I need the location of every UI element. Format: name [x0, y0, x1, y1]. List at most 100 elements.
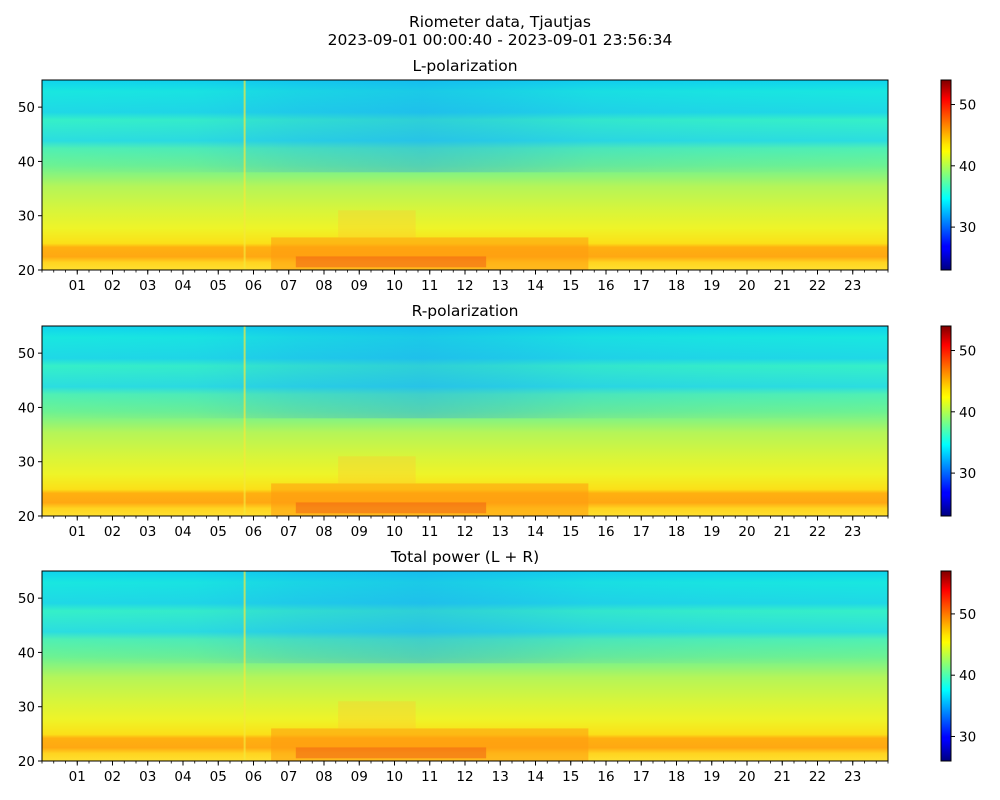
x-tick-label: 07 [280, 769, 297, 785]
x-tick-label: 03 [139, 278, 156, 294]
heatmap-daytime-absorption [42, 80, 888, 173]
heatmap-mid-band-disturbance [338, 210, 416, 238]
panel-title-l-polarization: L-polarization [412, 57, 518, 75]
x-tick-label: 01 [69, 524, 86, 540]
x-tick-label: 19 [703, 524, 720, 540]
x-tick-label: 21 [774, 524, 791, 540]
x-tick-label: 05 [210, 278, 227, 294]
y-tick-label: 20 [18, 263, 35, 279]
x-tick-label: 08 [315, 524, 332, 540]
x-tick-label: 10 [386, 278, 403, 294]
x-tick-label: 20 [738, 278, 755, 294]
heatmap-red-streak [295, 502, 487, 514]
panel-3: 20 30 40 50 01 02 03 04 05 06 07 08 09 10 11 12 13 14 15 16… [18, 570, 976, 785]
heatmap-interference-line [243, 326, 246, 516]
x-tick-label: 03 [139, 769, 156, 785]
colorbar-tick-label: 40 [959, 668, 976, 684]
x-tick-label: 21 [774, 769, 791, 785]
x-tick-label: 07 [280, 278, 297, 294]
x-tick-label: 21 [774, 278, 791, 294]
colorbar-tick-label: 50 [959, 98, 976, 114]
panel-title-total-power: Total power (L + R) [390, 548, 540, 566]
x-tick-label: 04 [174, 769, 191, 785]
x-tick-label: 09 [351, 524, 368, 540]
panel-title-r-polarization: R-polarization [411, 302, 519, 320]
y-tick-label: 30 [18, 209, 35, 225]
x-tick-label: 06 [245, 524, 262, 540]
x-tick-label: 22 [809, 278, 826, 294]
x-tick-label: 11 [421, 524, 438, 540]
x-tick-label: 10 [386, 769, 403, 785]
x-tick-label: 11 [421, 769, 438, 785]
x-tick-label: 05 [210, 524, 227, 540]
colorbar [940, 570, 952, 762]
x-tick-label: 16 [597, 524, 614, 540]
colorbar-tick-label: 40 [959, 405, 976, 421]
x-tick-label: 19 [703, 278, 720, 294]
x-tick-label: 10 [386, 524, 403, 540]
figure-title: Riometer data, Tjautjas [409, 13, 591, 31]
x-tick-label: 16 [597, 769, 614, 785]
y-tick-label: 20 [18, 509, 35, 525]
heatmap-mid-band-disturbance [338, 701, 416, 729]
y-tick-label: 50 [18, 100, 35, 116]
y-tick-label: 50 [18, 591, 35, 607]
y-tick-label: 40 [18, 154, 35, 170]
x-tick-label: 13 [492, 524, 509, 540]
x-tick-label: 17 [633, 524, 650, 540]
figure-subtitle: 2023-09-01 00:00:40 - 2023-09-01 23:56:3… [327, 31, 673, 49]
x-tick-label: 05 [210, 769, 227, 785]
x-tick-label: 02 [104, 278, 121, 294]
x-tick-label: 06 [245, 278, 262, 294]
colorbar [940, 79, 952, 271]
panel-1: 20 30 40 50 01 02 03 04 05 06 07 08 09 10 11 12 13 14 15 16… [18, 79, 976, 294]
heatmap-red-streak [295, 256, 487, 268]
x-tick-label: 12 [456, 769, 473, 785]
x-tick-label: 06 [245, 769, 262, 785]
heatmap-daytime-absorption [42, 326, 888, 419]
y-tick-label: 50 [18, 346, 35, 362]
colorbar-tick-label: 30 [959, 729, 976, 745]
heatmap-interference-line [243, 80, 246, 270]
x-tick-label: 19 [703, 769, 720, 785]
y-tick-label: 40 [18, 645, 35, 661]
x-tick-label: 18 [668, 524, 685, 540]
x-tick-label: 01 [69, 278, 86, 294]
x-tick-label: 15 [562, 769, 579, 785]
x-tick-label: 07 [280, 524, 297, 540]
x-tick-label: 04 [174, 524, 191, 540]
x-tick-label: 16 [597, 278, 614, 294]
colorbar-tick-label: 50 [959, 607, 976, 623]
x-tick-label: 23 [844, 524, 861, 540]
x-tick-label: 12 [456, 278, 473, 294]
x-tick-label: 03 [139, 524, 156, 540]
x-tick-label: 23 [844, 278, 861, 294]
x-tick-label: 17 [633, 769, 650, 785]
x-tick-label: 17 [633, 278, 650, 294]
x-tick-label: 08 [315, 278, 332, 294]
x-tick-label: 22 [809, 524, 826, 540]
x-tick-label: 12 [456, 524, 473, 540]
x-tick-label: 09 [351, 769, 368, 785]
x-tick-label: 18 [668, 769, 685, 785]
colorbar-tick-label: 30 [959, 466, 976, 482]
x-tick-label: 15 [562, 524, 579, 540]
x-tick-label: 09 [351, 278, 368, 294]
x-tick-label: 14 [527, 278, 544, 294]
x-tick-label: 20 [738, 769, 755, 785]
y-tick-label: 30 [18, 455, 35, 471]
x-tick-label: 13 [492, 769, 509, 785]
y-tick-label: 30 [18, 700, 35, 716]
y-tick-label: 20 [18, 754, 35, 770]
x-tick-label: 23 [844, 769, 861, 785]
colorbar-tick-label: 30 [959, 220, 976, 236]
colorbar [940, 325, 952, 517]
colorbar-tick-label: 50 [959, 344, 976, 360]
x-tick-label: 02 [104, 769, 121, 785]
x-tick-label: 01 [69, 769, 86, 785]
heatmap-mid-band-disturbance [338, 456, 416, 484]
x-tick-label: 04 [174, 278, 191, 294]
x-tick-label: 20 [738, 524, 755, 540]
x-tick-label: 22 [809, 769, 826, 785]
